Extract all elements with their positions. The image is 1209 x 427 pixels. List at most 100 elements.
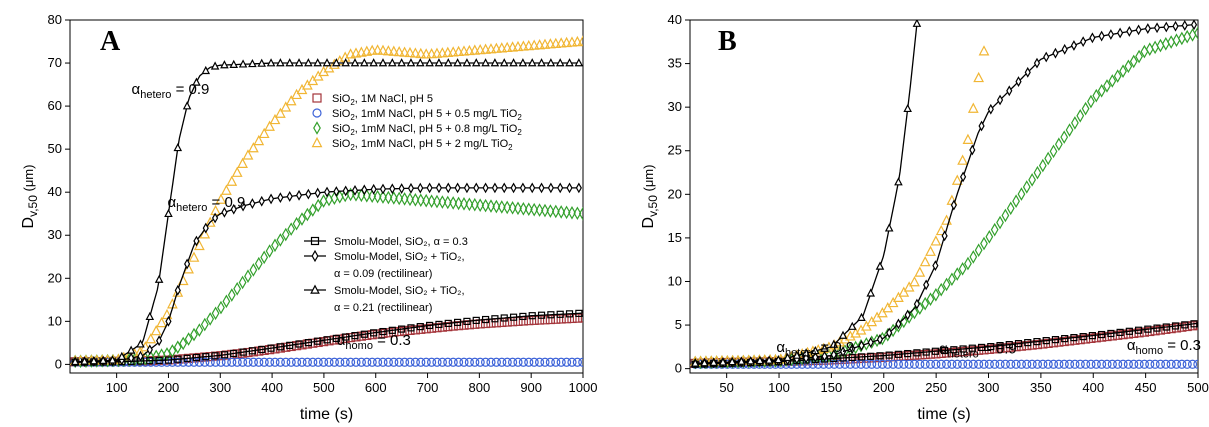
model-point <box>886 327 893 339</box>
model-point <box>490 58 500 67</box>
data-point <box>556 357 566 367</box>
model-point <box>137 350 144 362</box>
model-point <box>230 203 237 215</box>
model-point <box>801 348 811 357</box>
data-point <box>936 359 946 369</box>
model-point <box>434 58 444 67</box>
model-point <box>913 349 921 357</box>
data-point <box>1113 69 1122 83</box>
data-point <box>953 267 962 281</box>
data-point <box>491 318 501 328</box>
model-point <box>960 171 967 183</box>
model-point <box>174 355 182 363</box>
data-point <box>368 189 377 204</box>
x-tick-label: 800 <box>469 380 491 395</box>
alpha-annotation: αhetero = 0.9 <box>776 339 854 359</box>
model-point <box>537 311 546 319</box>
legend-marker <box>310 284 320 294</box>
data-point <box>1038 158 1047 173</box>
model-point <box>407 324 415 332</box>
data-point <box>426 357 437 367</box>
plot-area <box>690 20 1198 370</box>
model-point <box>792 350 802 359</box>
alpha-subscript: hetero <box>948 349 979 361</box>
model-point <box>164 356 173 364</box>
data-point <box>476 198 485 212</box>
data-point <box>156 316 167 328</box>
data-point <box>540 357 550 367</box>
data-point <box>872 359 882 369</box>
data-point <box>1166 359 1176 369</box>
model-point <box>875 261 885 270</box>
model-point <box>1042 337 1050 345</box>
alpha-value: = 0.9 <box>207 194 245 211</box>
data-point <box>517 40 529 51</box>
data-point <box>231 166 243 177</box>
data-point <box>1151 40 1160 55</box>
data-point <box>400 192 409 206</box>
data-point <box>366 44 378 55</box>
model-point <box>858 340 865 351</box>
model-point <box>323 186 331 198</box>
data-point <box>460 197 468 211</box>
data-point <box>1022 359 1032 369</box>
model-point <box>1052 47 1059 59</box>
model-point <box>192 353 201 362</box>
model-point <box>932 260 939 272</box>
model-point <box>783 352 792 362</box>
data-point <box>258 127 270 139</box>
data-point <box>1016 359 1027 369</box>
x-tick-label: 150 <box>821 380 843 395</box>
data-point <box>818 359 829 369</box>
model-point <box>89 356 99 365</box>
y-tick-label: 40 <box>668 12 682 27</box>
model-point <box>183 354 191 362</box>
data-point <box>1177 31 1186 46</box>
model-point <box>239 200 247 212</box>
data-point <box>572 313 582 323</box>
data-point <box>421 357 431 367</box>
model-point <box>913 298 921 310</box>
model-point <box>351 184 359 196</box>
model-point <box>1070 334 1078 342</box>
model-point <box>406 58 416 67</box>
data-point <box>436 47 448 58</box>
model-point <box>173 142 183 152</box>
data-point <box>1193 26 1198 40</box>
data-point <box>1171 359 1182 369</box>
data-point <box>978 45 990 56</box>
legend-label: SiO2, 1mM NaCl, pH 5 + 0.5 mg/L TiO2 <box>332 108 522 122</box>
model-point <box>538 182 545 194</box>
data-point <box>280 101 292 112</box>
model-point <box>426 182 433 194</box>
data-point <box>420 48 432 59</box>
model-point <box>108 355 117 364</box>
y-tick-label: 30 <box>668 99 682 114</box>
model-point <box>959 345 967 353</box>
legend-label: α = 0.09 (rectilinear) <box>334 268 432 280</box>
data-point <box>383 357 393 367</box>
data-point <box>1000 359 1010 369</box>
model-point <box>397 58 406 67</box>
data-point <box>941 359 952 369</box>
model-point <box>333 186 340 197</box>
model-point <box>117 351 127 360</box>
data-point <box>211 306 220 321</box>
legend-marker <box>313 121 321 135</box>
data-point <box>443 357 453 367</box>
data-point <box>145 333 157 344</box>
model-point <box>435 182 443 194</box>
data-point <box>1187 359 1198 369</box>
x-tick-label: 600 <box>365 380 387 395</box>
alpha-annotation: αhomo = 0.3 <box>1127 337 1201 357</box>
x-tick-label: 350 <box>1030 380 1052 395</box>
model-point <box>1125 327 1133 335</box>
data-point <box>378 357 388 367</box>
data-point <box>183 263 194 274</box>
data-point <box>1001 208 1010 223</box>
model-point <box>1144 325 1152 333</box>
model-point <box>258 345 266 354</box>
model-point <box>1043 51 1050 63</box>
model-point <box>737 356 746 365</box>
